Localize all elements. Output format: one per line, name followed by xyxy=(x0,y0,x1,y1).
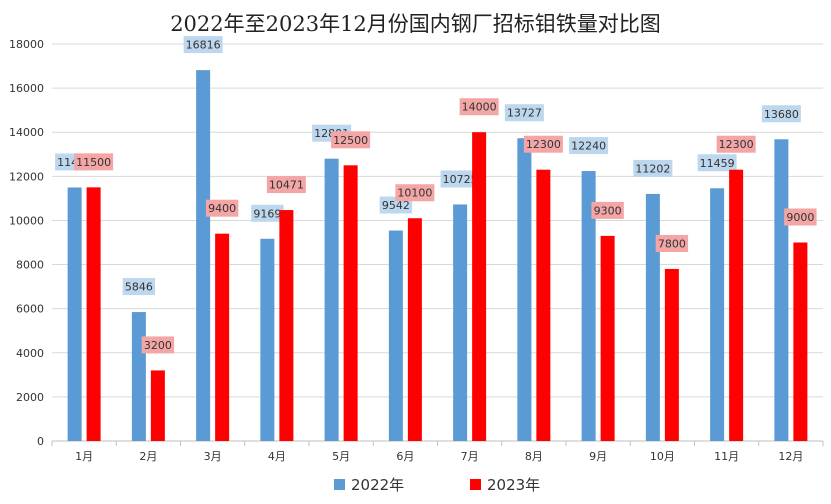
data-label-box-2022 xyxy=(761,105,801,123)
data-label-2022: 9169 xyxy=(253,207,281,220)
data-label-2023: 11500 xyxy=(76,156,111,169)
bar-2023 xyxy=(664,268,679,441)
data-label-box-2023 xyxy=(74,153,114,171)
data-label-box-2023 xyxy=(784,208,817,226)
data-label-2023: 10100 xyxy=(397,187,432,200)
bar-2023 xyxy=(150,370,165,441)
data-label-2023: 9000 xyxy=(786,211,814,224)
bar-2022 xyxy=(710,188,725,441)
legend-label-2022: 2022年 xyxy=(351,476,405,494)
bar-2023 xyxy=(215,233,230,441)
bar-2023 xyxy=(536,169,551,441)
data-label-2023: 12300 xyxy=(526,138,561,151)
bar-2022 xyxy=(774,139,789,441)
bar-2022 xyxy=(645,193,660,441)
bar-2022 xyxy=(388,230,403,441)
data-label-2023: 7800 xyxy=(658,237,686,250)
y-tick-label: 2000 xyxy=(16,391,44,404)
data-label-box-2022 xyxy=(183,36,223,54)
x-tick-label: 5月 xyxy=(332,450,350,463)
data-label-box-2022 xyxy=(504,104,544,122)
y-tick-label: 18000 xyxy=(9,38,44,51)
data-label-2022: 11459 xyxy=(700,157,735,170)
bar-2023 xyxy=(472,132,487,441)
bar-2022 xyxy=(453,204,468,441)
data-label-2023: 3200 xyxy=(144,339,172,352)
bar-2023 xyxy=(343,165,358,442)
data-label-2022: 16816 xyxy=(186,39,221,52)
x-tick-label: 9月 xyxy=(589,450,607,463)
data-label-2022: 11202 xyxy=(635,162,670,175)
bar-2022 xyxy=(67,187,82,441)
bar-2022 xyxy=(260,238,275,441)
data-label-box-2023 xyxy=(591,201,624,219)
bar-2022 xyxy=(581,171,596,442)
x-tick-label: 1月 xyxy=(75,450,93,463)
data-label-2022: 12240 xyxy=(571,140,606,153)
data-label-2022: 13727 xyxy=(507,107,542,120)
data-label-2022: 13680 xyxy=(764,108,799,121)
data-label-box-2023 xyxy=(523,135,563,153)
data-label-box-2023 xyxy=(331,131,371,149)
y-tick-label: 12000 xyxy=(9,170,44,183)
x-tick-label: 8月 xyxy=(525,450,543,463)
legend-item-2023: 2023年 xyxy=(470,474,540,495)
data-label-box-2022 xyxy=(569,137,609,155)
y-tick-label: 14000 xyxy=(9,126,44,139)
x-tick-label: 6月 xyxy=(396,450,414,463)
x-tick-label: 12月 xyxy=(778,450,803,463)
data-label-box-2023 xyxy=(205,199,239,217)
data-label-2023: 12500 xyxy=(333,134,368,147)
y-tick-label: 6000 xyxy=(16,303,44,316)
data-label-box-2023 xyxy=(655,234,689,252)
bar-2023 xyxy=(279,210,294,441)
data-label-box-2023 xyxy=(266,176,306,194)
legend-label-2023: 2023年 xyxy=(487,476,541,494)
x-tick-label: 7月 xyxy=(461,450,479,463)
data-label-2022: 5846 xyxy=(125,281,153,294)
data-label-box-2022 xyxy=(122,278,156,296)
bar-2022 xyxy=(324,158,339,441)
legend-swatch-2022 xyxy=(334,479,345,490)
x-tick-label: 10月 xyxy=(650,450,675,463)
data-label-2022: 10725 xyxy=(443,173,478,186)
data-label-box-2022 xyxy=(251,204,284,222)
y-tick-label: 10000 xyxy=(9,214,44,227)
y-tick-label: 4000 xyxy=(16,347,44,360)
y-tick-label: 0 xyxy=(37,435,44,448)
data-label-box-2022 xyxy=(697,154,737,172)
data-label-box-2023 xyxy=(141,336,175,354)
bar-2023 xyxy=(407,218,422,441)
x-tick-label: 4月 xyxy=(268,450,286,463)
bar-2022 xyxy=(131,312,146,441)
y-tick-label: 8000 xyxy=(16,259,44,272)
x-tick-label: 2月 xyxy=(139,450,157,463)
bar-2023 xyxy=(793,242,808,441)
bar-2023 xyxy=(729,169,744,441)
data-label-2022: 9542 xyxy=(382,199,410,212)
legend-swatch-2023 xyxy=(470,479,481,490)
data-label-box-2022 xyxy=(633,159,673,177)
data-label-box-2022 xyxy=(440,170,480,188)
bar-2022 xyxy=(196,70,211,442)
data-label-2023: 9400 xyxy=(208,202,236,215)
data-label-2023: 10471 xyxy=(269,179,304,192)
bar-2023 xyxy=(600,235,615,441)
chart-title: 2022年至2023年12月份国内钢厂招标钼铁量对比图 xyxy=(170,12,661,36)
data-label-2023: 12300 xyxy=(719,138,754,151)
y-tick-label: 16000 xyxy=(9,82,44,95)
data-label-box-2023 xyxy=(395,184,435,202)
data-label-2023: 14000 xyxy=(462,101,497,114)
bar-2022 xyxy=(517,138,532,441)
x-tick-label: 3月 xyxy=(204,450,222,463)
data-label-box-2023 xyxy=(459,98,499,116)
data-label-2023: 9300 xyxy=(594,204,622,217)
data-label-box-2023 xyxy=(716,135,756,153)
bar-2023 xyxy=(86,187,101,441)
x-tick-label: 11月 xyxy=(714,450,739,463)
legend-item-2022: 2022年 xyxy=(334,474,404,495)
